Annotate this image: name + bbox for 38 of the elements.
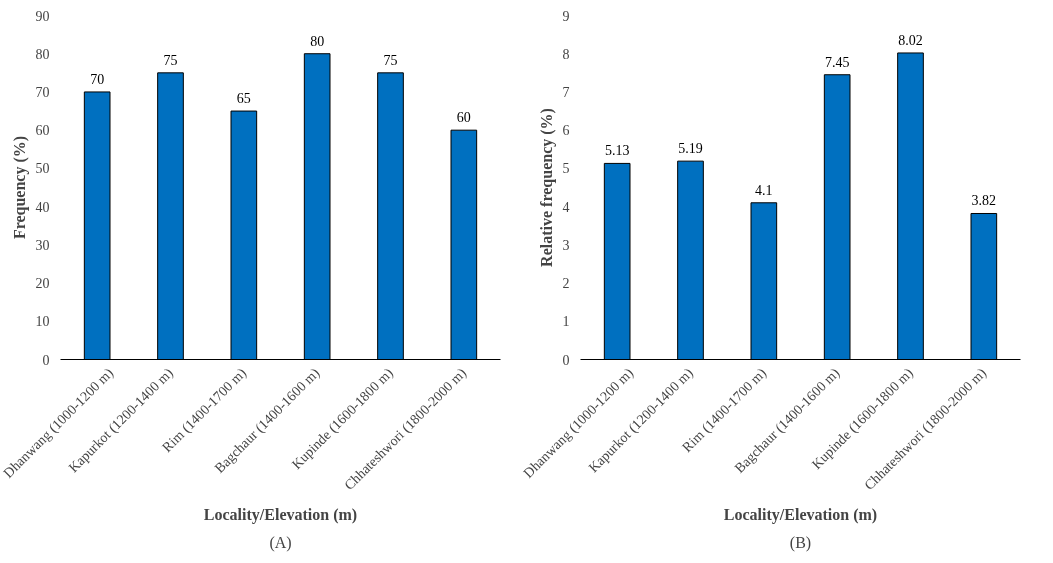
y-tick-label: 6 bbox=[562, 123, 570, 139]
y-tick-label: 0 bbox=[562, 352, 570, 368]
y-tick-label: 0 bbox=[42, 352, 50, 368]
data-label: 5.13 bbox=[604, 143, 630, 159]
y-axis-title: Relative frequency (%) bbox=[537, 108, 556, 267]
y-tick-label: 9 bbox=[562, 8, 570, 24]
data-label: 75 bbox=[383, 52, 398, 68]
data-label: 75 bbox=[163, 52, 178, 68]
data-label: 70 bbox=[90, 71, 105, 87]
y-tick-label: 20 bbox=[35, 276, 50, 292]
y-tick-label: 80 bbox=[35, 46, 50, 62]
data-label: 3.82 bbox=[971, 193, 997, 209]
text: (A) bbox=[269, 533, 292, 552]
y-tick-label: 5 bbox=[562, 161, 570, 177]
y-tick-label: 10 bbox=[35, 314, 50, 330]
y-tick-label: 60 bbox=[35, 123, 50, 139]
y-tick-label: 30 bbox=[35, 237, 50, 253]
y-tick-label: 1 bbox=[562, 314, 570, 330]
y-tick-label: 90 bbox=[35, 8, 50, 24]
data-label: 4.1 bbox=[755, 182, 773, 198]
data-label: 65 bbox=[236, 91, 251, 107]
text: (B) bbox=[789, 533, 812, 552]
data-label: 60 bbox=[456, 110, 471, 126]
x-axis-title: Locality/Elevation (m) bbox=[723, 506, 878, 525]
data-label: 8.02 bbox=[898, 32, 923, 48]
data-label: 5.19 bbox=[678, 141, 703, 157]
x-axis-title: Locality/Elevation (m) bbox=[203, 506, 358, 525]
data-label: 7.45 bbox=[824, 54, 850, 70]
y-tick-label: 70 bbox=[35, 84, 50, 100]
y-tick-label: 3 bbox=[562, 237, 570, 253]
y-tick-label: 50 bbox=[35, 161, 50, 177]
y-tick-label: 7 bbox=[562, 84, 570, 100]
y-axis-title: Frequency (%) bbox=[10, 135, 29, 240]
y-tick-label: 40 bbox=[35, 199, 50, 215]
y-tick-label: 8 bbox=[562, 46, 570, 62]
y-tick-label: 4 bbox=[562, 199, 570, 215]
y-tick-label: 2 bbox=[562, 276, 570, 292]
data-label: 80 bbox=[310, 33, 325, 49]
